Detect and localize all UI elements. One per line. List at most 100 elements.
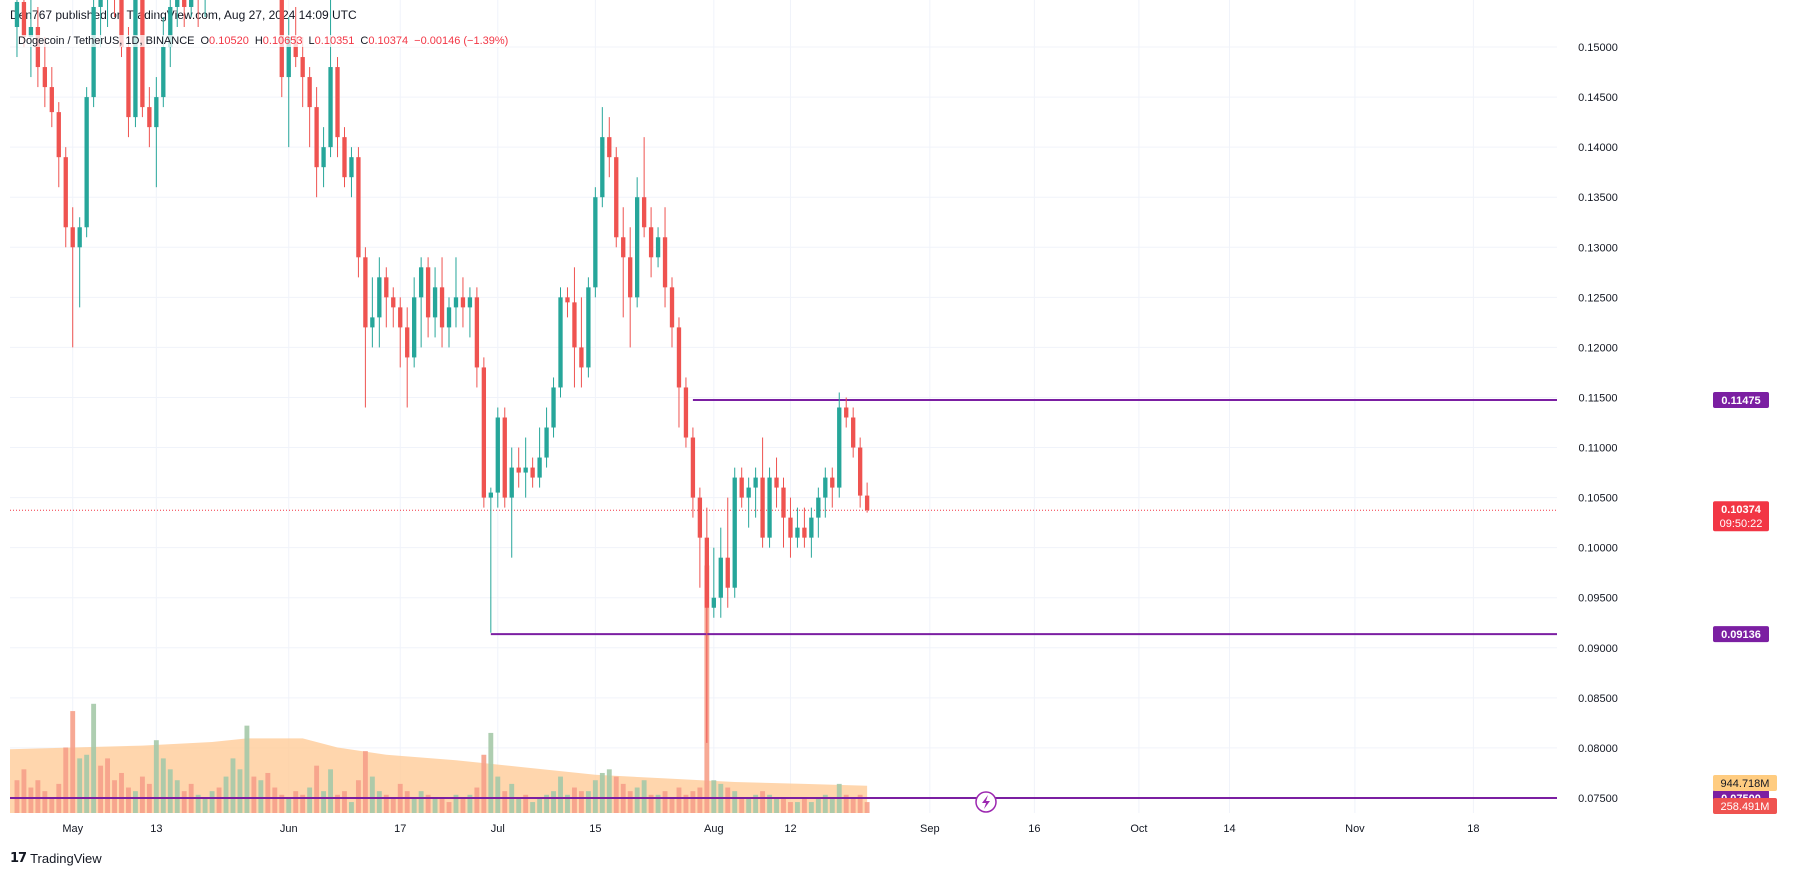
volume-bar (648, 794, 654, 813)
volume-bar (746, 798, 752, 813)
candle-body (788, 517, 793, 538)
y-tick-label: 0.09000 (1578, 643, 1618, 655)
volume-bar (446, 802, 452, 813)
candle-body (732, 477, 737, 588)
volume-bar (279, 794, 285, 813)
level-price-tag (1713, 626, 1769, 643)
publisher-line: Den767 published on TradingView.com, Aug… (10, 8, 357, 22)
candle-body (488, 492, 493, 498)
candle-body (467, 297, 473, 308)
tradingview-logo[interactable]: 17 TradingView (10, 851, 102, 866)
candle-body (711, 597, 716, 608)
candle-body (579, 347, 584, 368)
volume-bar (481, 754, 487, 813)
volume-bar (237, 769, 243, 813)
y-tick-label: 0.10500 (1578, 493, 1618, 505)
x-tick-label: 14 (1223, 823, 1235, 835)
candle-body (147, 107, 152, 128)
candle-body (690, 437, 696, 498)
candle-body (544, 427, 549, 458)
candle-body (70, 227, 75, 248)
candle-body (635, 197, 640, 298)
symbol-legend[interactable]: Dogecoin / TetherUS, 1D, BINANCE O0.10520… (18, 35, 509, 47)
candle-body (168, 6, 173, 48)
low-value: 0.10351 (314, 35, 355, 47)
x-tick-label: 13 (150, 823, 162, 835)
volume-bar (383, 794, 389, 813)
volume-bar (460, 798, 466, 813)
volume-bar (425, 794, 431, 813)
candle-body (655, 237, 661, 258)
volume-bar (70, 711, 76, 813)
volume-bar (181, 791, 187, 813)
volume-bar (119, 772, 124, 813)
current-price-label: 0.10374 (1721, 504, 1762, 516)
volume-bar (244, 725, 250, 813)
candle-body (370, 317, 375, 328)
volume-bar (864, 802, 870, 813)
volume-ma-label: 944.718M (1721, 778, 1770, 790)
volume-bar (690, 791, 696, 813)
candle-body (697, 497, 703, 538)
volume-bar (14, 780, 20, 813)
volume-bar (139, 776, 145, 813)
volume-bar (216, 787, 222, 813)
candle-body (446, 307, 452, 328)
candle-body (837, 407, 842, 488)
candle-body (328, 67, 333, 148)
candle-body (28, 27, 34, 38)
volume-bar (223, 776, 229, 813)
volume-bar (112, 780, 117, 813)
candle-body (746, 487, 751, 498)
candle-body (844, 407, 849, 418)
candle-body (84, 97, 89, 228)
volume-bar (467, 794, 473, 813)
y-tick-label: 0.14000 (1578, 142, 1618, 154)
candle-body (607, 137, 612, 158)
x-tick-label: 12 (784, 823, 796, 835)
candle-body (412, 297, 417, 358)
volume-bar (307, 787, 313, 813)
level-price-label: 0.11475 (1721, 395, 1760, 407)
close-value: 0.10374 (368, 35, 409, 47)
volume-bar (63, 747, 69, 813)
candle-body (384, 277, 389, 298)
volume-bar (781, 798, 786, 813)
volume-bar (160, 758, 166, 813)
candle-body (189, 0, 194, 7)
volume-bar (599, 772, 605, 813)
candle-body (621, 237, 626, 258)
volume-ma-area (10, 738, 868, 813)
y-tick-label: 0.13000 (1578, 242, 1618, 254)
candle-body (795, 527, 800, 538)
volume-bar (683, 794, 689, 813)
candle-body (537, 457, 542, 478)
candle-body (572, 302, 577, 348)
x-tick-label: Aug (704, 823, 724, 835)
volume-bar (42, 791, 48, 813)
y-tick-label: 0.09500 (1578, 593, 1618, 605)
candle-body (781, 487, 786, 518)
candle-body (662, 237, 668, 288)
y-tick-label: 0.08000 (1578, 743, 1618, 755)
candle-body (614, 157, 619, 238)
volume-bar (432, 798, 438, 813)
candle-body (823, 477, 828, 498)
candle-body (91, 6, 96, 98)
candle-body (21, 1, 27, 38)
volume-bar (502, 791, 508, 813)
candle-body (293, 37, 298, 58)
candle-body (335, 67, 340, 138)
y-tick-label: 0.11000 (1579, 443, 1618, 455)
candle-body (683, 387, 689, 438)
volume-bar (829, 798, 835, 813)
candle-body (718, 557, 723, 598)
volume-bar (613, 776, 619, 813)
volume-bar (572, 787, 577, 813)
y-tick-label: 0.08500 (1578, 693, 1618, 705)
volume-bar (857, 794, 863, 813)
candle-body (502, 417, 507, 498)
volume-bar (418, 791, 424, 813)
candle-body (857, 447, 863, 496)
